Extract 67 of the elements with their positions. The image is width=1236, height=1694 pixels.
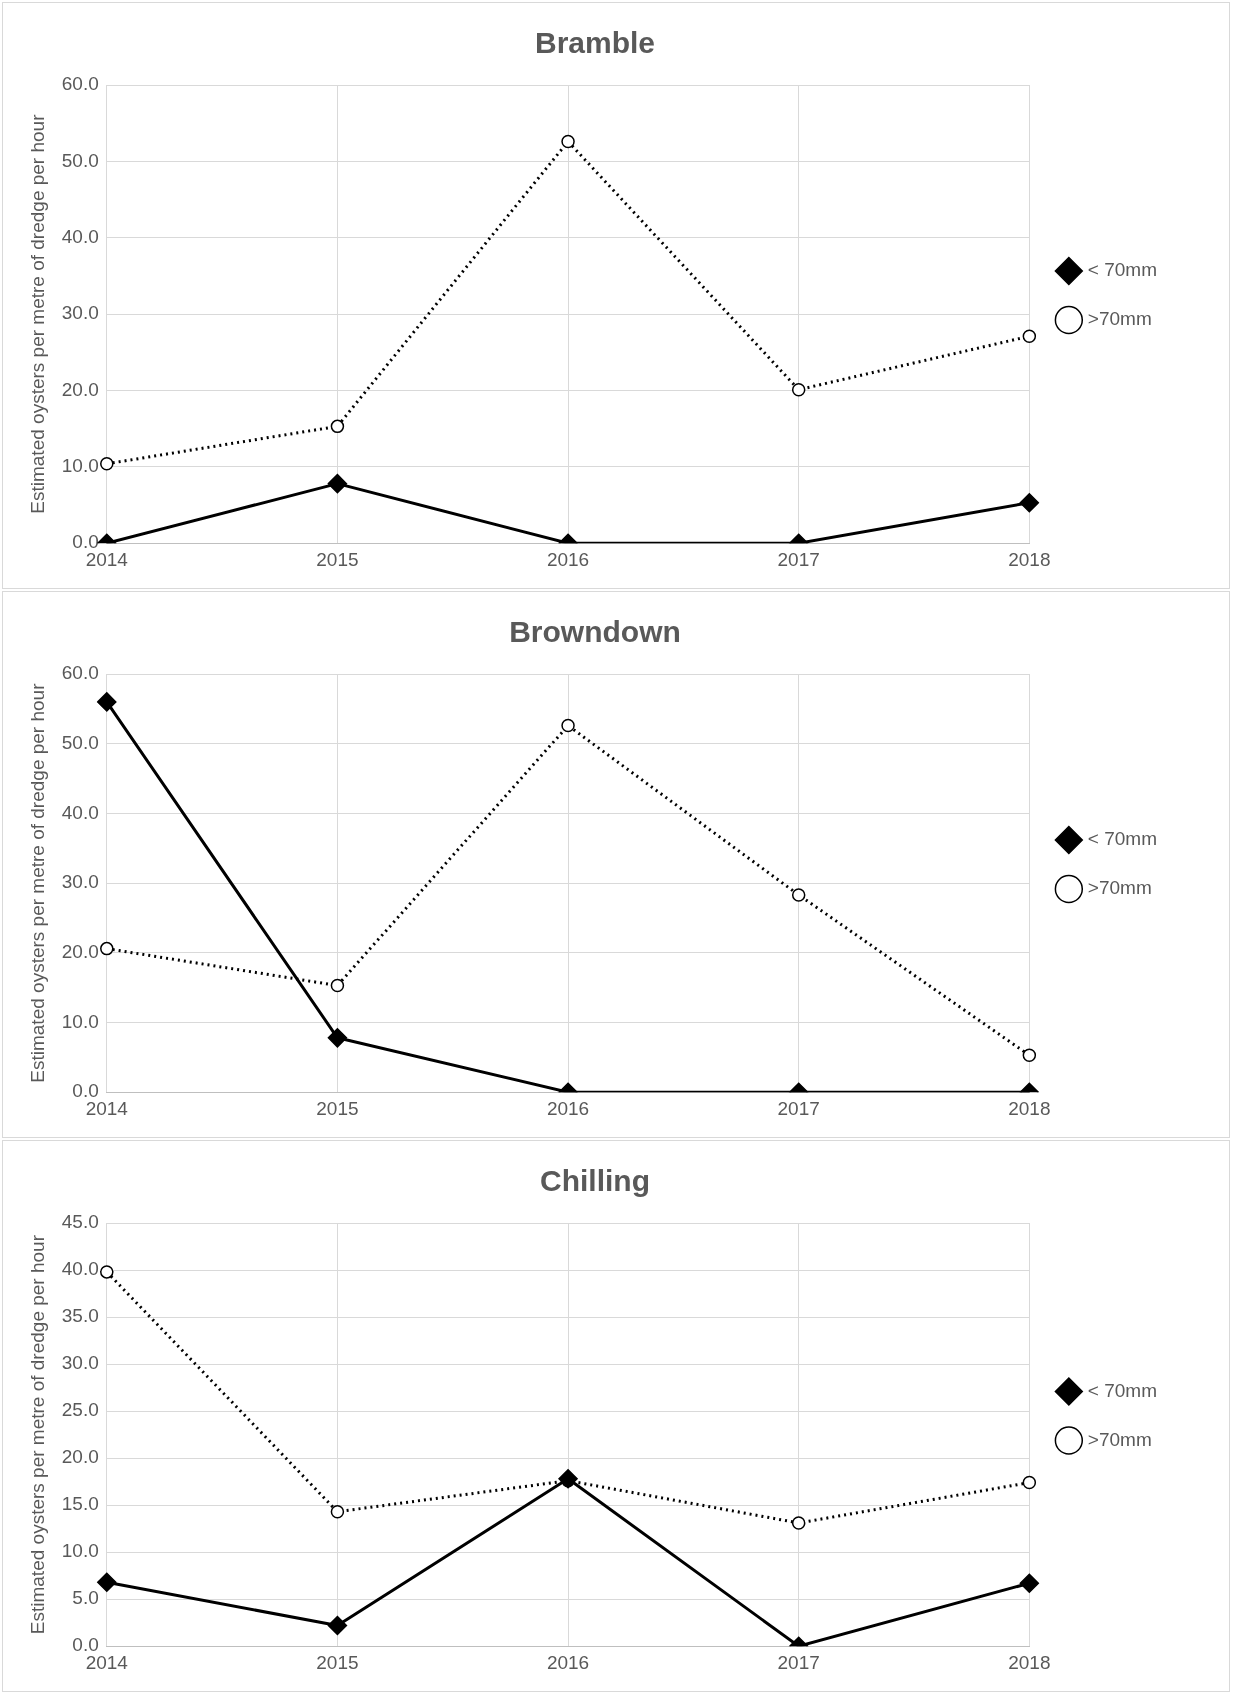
y-tick-label: 30.0	[61, 871, 99, 893]
x-tick-label: 2018	[1008, 1097, 1051, 1119]
x-tick-label: 2018	[1008, 548, 1051, 570]
y-tick-label: 20.0	[61, 941, 99, 963]
y-tick-label: 10.0	[61, 455, 99, 477]
x-tick-label: 2016	[546, 1097, 590, 1119]
x-tick-label: 2016	[546, 548, 590, 570]
y-tick-label: 40.0	[61, 801, 99, 823]
chart-title: Bramble	[534, 26, 656, 60]
point	[1019, 492, 1040, 513]
y-tick-label: 50.0	[61, 149, 99, 171]
point	[791, 382, 806, 397]
point	[558, 1469, 578, 1489]
point	[1019, 1573, 1040, 1593]
point	[791, 1516, 806, 1530]
y-tick-label: 35.0	[61, 1305, 99, 1327]
point	[97, 692, 117, 712]
y-tick-label: 60.0	[61, 73, 99, 95]
y-tick-label: 30.0	[61, 302, 99, 324]
legend-label: >70mm	[1087, 877, 1152, 899]
y-tick-label: 60.0	[61, 662, 99, 684]
point	[561, 134, 575, 149]
y-tick-label: 10.0	[61, 1540, 99, 1562]
x-tick-label: 2016	[546, 1651, 590, 1673]
y-tick-label: 5.0	[72, 1587, 99, 1609]
point	[100, 1265, 114, 1279]
point	[330, 1504, 345, 1519]
point	[561, 718, 575, 733]
legend-label: < 70mm	[1087, 828, 1158, 850]
point	[327, 1615, 348, 1636]
point	[1022, 329, 1037, 343]
point	[100, 457, 114, 471]
y-tick-label: 40.0	[61, 1258, 99, 1280]
y-tick-label: 20.0	[61, 378, 99, 400]
x-tick-label: 2015	[316, 548, 359, 570]
y-tick-label: 25.0	[61, 1399, 99, 1421]
legend-label: < 70mm	[1087, 259, 1158, 281]
x-tick-label: 2015	[316, 1097, 359, 1119]
y-axis-title: Estimated oysters per metre of dredge per hour	[26, 682, 48, 1083]
y-tick-label: 10.0	[61, 1010, 99, 1032]
point	[100, 941, 114, 956]
point	[1022, 1048, 1037, 1063]
y-tick-label: 45.0	[61, 1211, 99, 1233]
y-tick-label: 20.0	[61, 1446, 99, 1468]
legend-label: < 70mm	[1087, 1379, 1158, 1401]
y-tick-label: 15.0	[61, 1493, 99, 1515]
y-axis-title: Estimated oysters per metre of dredge per hour	[26, 113, 48, 514]
legend-label: >70mm	[1087, 1428, 1152, 1450]
y-tick-label: 30.0	[61, 1352, 99, 1374]
legend-label: >70mm	[1087, 308, 1152, 330]
y-tick-label: 40.0	[61, 225, 99, 247]
point	[97, 1572, 117, 1592]
point	[791, 888, 806, 902]
point	[330, 978, 345, 993]
x-tick-label: 2015	[316, 1651, 359, 1673]
point	[1022, 1475, 1037, 1490]
y-tick-label: 50.0	[61, 731, 99, 753]
point	[327, 473, 348, 494]
y-axis-title: Estimated oysters per metre of dredge per hour	[26, 1234, 48, 1635]
chart-title: Chilling	[540, 1164, 650, 1198]
x-tick-label: 2017	[777, 1651, 820, 1673]
chart-title: Browndown	[509, 615, 681, 649]
point	[330, 419, 345, 434]
x-tick-label: 2017	[777, 548, 820, 570]
point	[327, 1028, 348, 1048]
x-tick-label: 2017	[777, 1097, 820, 1119]
x-tick-label: 2018	[1008, 1651, 1051, 1673]
